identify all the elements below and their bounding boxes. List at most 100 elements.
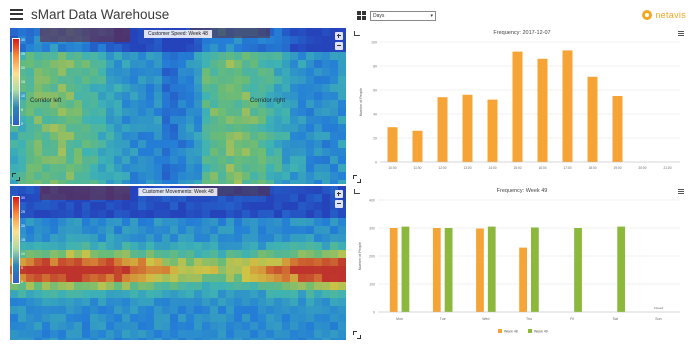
heat-cell bbox=[18, 76, 26, 84]
heat-cell bbox=[58, 60, 66, 68]
heat-cell bbox=[98, 148, 106, 156]
heat-cell bbox=[250, 250, 258, 258]
heat-cell bbox=[138, 68, 146, 76]
heat-cell bbox=[290, 314, 298, 322]
chart-menu-icon[interactable] bbox=[678, 31, 684, 36]
y-tick-label: 100 bbox=[369, 283, 375, 287]
heat-cell bbox=[194, 338, 202, 340]
zoom-out-button[interactable] bbox=[335, 42, 343, 50]
heat-cell bbox=[26, 258, 34, 266]
expand-icon[interactable] bbox=[353, 175, 361, 183]
heat-cell bbox=[50, 210, 58, 218]
heat-cell bbox=[162, 322, 170, 330]
heat-cell bbox=[250, 44, 258, 52]
heat-cell bbox=[186, 274, 194, 282]
heat-cell bbox=[242, 108, 250, 116]
heat-cell bbox=[322, 148, 330, 156]
heat-cell bbox=[266, 36, 274, 44]
heat-cell bbox=[314, 68, 322, 76]
heat-cell bbox=[226, 140, 234, 148]
heat-cell bbox=[170, 156, 178, 164]
chart-menu-icon[interactable] bbox=[678, 189, 684, 194]
heat-cell bbox=[290, 84, 298, 92]
heat-cell bbox=[282, 290, 290, 298]
heat-cell bbox=[314, 36, 322, 44]
heat-cell bbox=[162, 52, 170, 60]
heat-cell bbox=[234, 266, 242, 274]
heat-cell bbox=[178, 274, 186, 282]
heat-cell bbox=[226, 330, 234, 338]
heat-cell bbox=[66, 322, 74, 330]
heat-cell bbox=[122, 210, 130, 218]
chart-type-icon[interactable] bbox=[354, 189, 360, 194]
heat-cell bbox=[250, 274, 258, 282]
heat-cell bbox=[114, 172, 122, 180]
heatmap-customer-movements[interactable]: Customer Movements: Week 48 30 25 20 15 … bbox=[10, 186, 346, 340]
heat-cell bbox=[314, 194, 322, 202]
heat-cell bbox=[290, 180, 298, 184]
heat-cell bbox=[306, 314, 314, 322]
heat-cell bbox=[50, 84, 58, 92]
heat-cell bbox=[146, 172, 154, 180]
heat-cell bbox=[122, 306, 130, 314]
hamburger-menu-icon[interactable] bbox=[10, 8, 23, 20]
heat-cell bbox=[42, 218, 50, 226]
heat-cell bbox=[178, 194, 186, 202]
heat-cell bbox=[178, 180, 186, 184]
heat-cell bbox=[242, 274, 250, 282]
heat-cell bbox=[178, 172, 186, 180]
x-tick-label: Mon bbox=[396, 317, 403, 321]
heat-cell bbox=[146, 266, 154, 274]
heat-cell bbox=[50, 60, 58, 68]
expand-icon[interactable] bbox=[353, 331, 361, 339]
heat-cell bbox=[266, 132, 274, 140]
heat-cell bbox=[50, 148, 58, 156]
dashboard-grid-icon[interactable] bbox=[357, 11, 366, 20]
period-select[interactable]: Days ▾ bbox=[370, 11, 436, 21]
heatmap-customer-speed[interactable]: Customer Speed: Week 48 30 25 20 15 10 5… bbox=[10, 28, 346, 184]
heat-cell bbox=[58, 282, 66, 290]
heat-cell bbox=[298, 322, 306, 330]
heat-cell bbox=[322, 258, 330, 266]
heat-cell bbox=[130, 266, 138, 274]
bar-week-49 bbox=[531, 227, 539, 312]
heat-cell bbox=[74, 290, 82, 298]
heat-cell bbox=[122, 140, 130, 148]
heat-cell bbox=[90, 60, 98, 68]
heat-cell bbox=[258, 156, 266, 164]
heat-cell bbox=[130, 338, 138, 340]
zoom-out-button[interactable] bbox=[335, 200, 343, 208]
heat-cell bbox=[290, 92, 298, 100]
heat-cell bbox=[42, 108, 50, 116]
heat-cell bbox=[178, 210, 186, 218]
heat-cell bbox=[146, 226, 154, 234]
heat-cell bbox=[98, 68, 106, 76]
logo-text: netavis bbox=[655, 10, 686, 20]
heat-cell bbox=[82, 258, 90, 266]
heat-cell bbox=[50, 164, 58, 172]
zoom-in-button[interactable] bbox=[335, 190, 343, 198]
heat-cell bbox=[306, 298, 314, 306]
heat-cell bbox=[202, 250, 210, 258]
heat-cell bbox=[58, 68, 66, 76]
heat-cell bbox=[194, 218, 202, 226]
heat-cell bbox=[146, 322, 154, 330]
zoom-in-button[interactable] bbox=[335, 32, 343, 40]
heat-cell bbox=[274, 314, 282, 322]
heat-cell bbox=[34, 76, 42, 84]
chart-type-icon[interactable] bbox=[354, 31, 360, 36]
heat-cell bbox=[130, 242, 138, 250]
heat-cell bbox=[298, 330, 306, 338]
expand-icon[interactable] bbox=[12, 173, 20, 181]
heat-cell bbox=[274, 148, 282, 156]
heat-cell bbox=[226, 132, 234, 140]
heat-cell bbox=[322, 266, 330, 274]
heat-cell bbox=[26, 44, 34, 52]
heat-cell bbox=[290, 218, 298, 226]
heat-cell bbox=[82, 330, 90, 338]
heat-cell bbox=[234, 44, 242, 52]
heat-cell bbox=[58, 108, 66, 116]
heat-cell bbox=[194, 44, 202, 52]
heat-cell bbox=[258, 140, 266, 148]
heat-cell bbox=[306, 148, 314, 156]
